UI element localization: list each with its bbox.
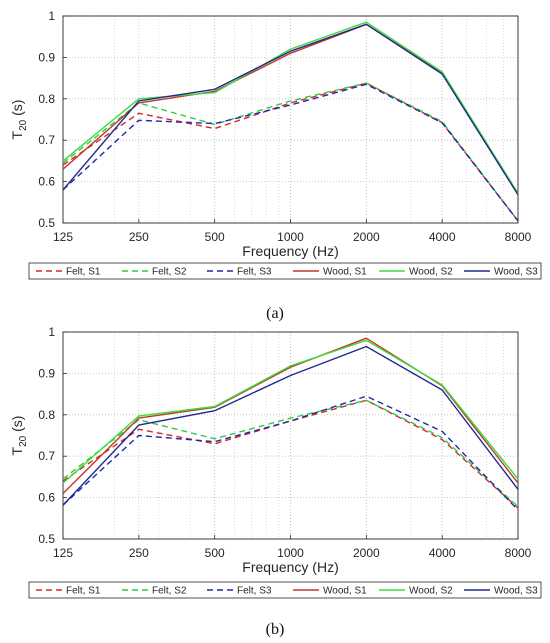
y-axis-label: T20 (s) (9, 416, 29, 456)
x-axis-label: Frequency (Hz) (242, 243, 338, 259)
legend-label: Felt, S1 (66, 586, 101, 597)
x-tick-label: 4000 (429, 546, 456, 560)
legend-label: Felt, S3 (237, 586, 272, 597)
x-tick-label: 8000 (505, 230, 532, 244)
legend-label: Felt, S3 (237, 267, 272, 278)
y-axis-label-unit: (s) (9, 416, 25, 436)
figure-caption: (b) (266, 621, 285, 638)
x-tick-label: 2000 (353, 230, 380, 244)
series-line-felt-s3 (62, 395, 519, 511)
y-tick-label: 0.5 (38, 216, 55, 230)
chart-panel-0: 0.5 0.6 0.7 0.8 0.9 1 125 250 500 1000 2000 4000 800… (9, 9, 542, 322)
legend-label: Wood, S2 (409, 586, 453, 597)
legend-label: Wood, S1 (323, 267, 367, 278)
x-tick-label: 4000 (429, 230, 456, 244)
x-tick-label: 8000 (505, 546, 532, 560)
x-tick-label: 250 (129, 230, 149, 244)
legend-label: Wood, S2 (409, 267, 453, 278)
y-tick-label: 0.7 (38, 133, 55, 147)
series-line-wood-s2 (62, 21, 519, 194)
y-tick-label: 0.8 (38, 92, 55, 106)
series-line-wood-s2 (62, 339, 519, 484)
legend-box (28, 581, 542, 599)
x-tick-label: 250 (129, 546, 149, 560)
series-line-felt-s2 (62, 82, 519, 222)
y-tick-label: 0.6 (38, 175, 55, 189)
x-tick-label: 1000 (277, 230, 304, 244)
y-axis-label-unit: (s) (9, 100, 25, 120)
y-tick-label: 0.9 (38, 366, 55, 380)
y-tick-label: 0.9 (38, 50, 55, 64)
x-axis-label: Frequency (Hz) (242, 559, 338, 575)
x-tick-label: 500 (205, 546, 225, 560)
series-line-felt-s1 (62, 399, 519, 509)
series-line-wood-s3 (62, 345, 519, 506)
x-tick-label: 1000 (277, 546, 304, 560)
legend-label: Felt, S2 (152, 586, 187, 597)
legend-label: Wood, S1 (323, 586, 367, 597)
legend-label: Felt, S1 (66, 267, 101, 278)
y-axis-label-subscript: 20 (18, 119, 29, 131)
y-tick-label: 1 (48, 325, 55, 339)
x-tick-label: 2000 (353, 546, 380, 560)
y-tick-label: 0.5 (38, 532, 55, 546)
y-axis-label-main: T (9, 130, 25, 139)
x-tick-label: 125 (53, 230, 73, 244)
y-tick-label: 1 (48, 9, 55, 23)
y-tick-label: 0.8 (38, 408, 55, 422)
series-line-felt-s2 (62, 399, 519, 508)
legend-label: Wood, S3 (494, 586, 538, 597)
y-axis-label-main: T (9, 446, 25, 455)
y-axis-label: T20 (s) (9, 100, 29, 140)
y-tick-label: 0.7 (38, 449, 55, 463)
legend-label: Wood, S3 (494, 267, 538, 278)
x-tick-label: 500 (205, 230, 225, 244)
figure-caption: (a) (266, 305, 284, 322)
y-tick-label: 0.6 (38, 491, 55, 505)
series-line-felt-s3 (62, 83, 519, 222)
series-line-wood-s3 (62, 23, 519, 196)
x-tick-label: 125 (53, 546, 73, 560)
chart-panel-1: 0.5 0.6 0.7 0.8 0.9 1 125 250 500 1000 2000 4000 800… (9, 325, 542, 638)
legend-label: Felt, S2 (152, 267, 187, 278)
y-axis-label-subscript: 20 (18, 435, 29, 447)
legend-box (28, 262, 542, 280)
